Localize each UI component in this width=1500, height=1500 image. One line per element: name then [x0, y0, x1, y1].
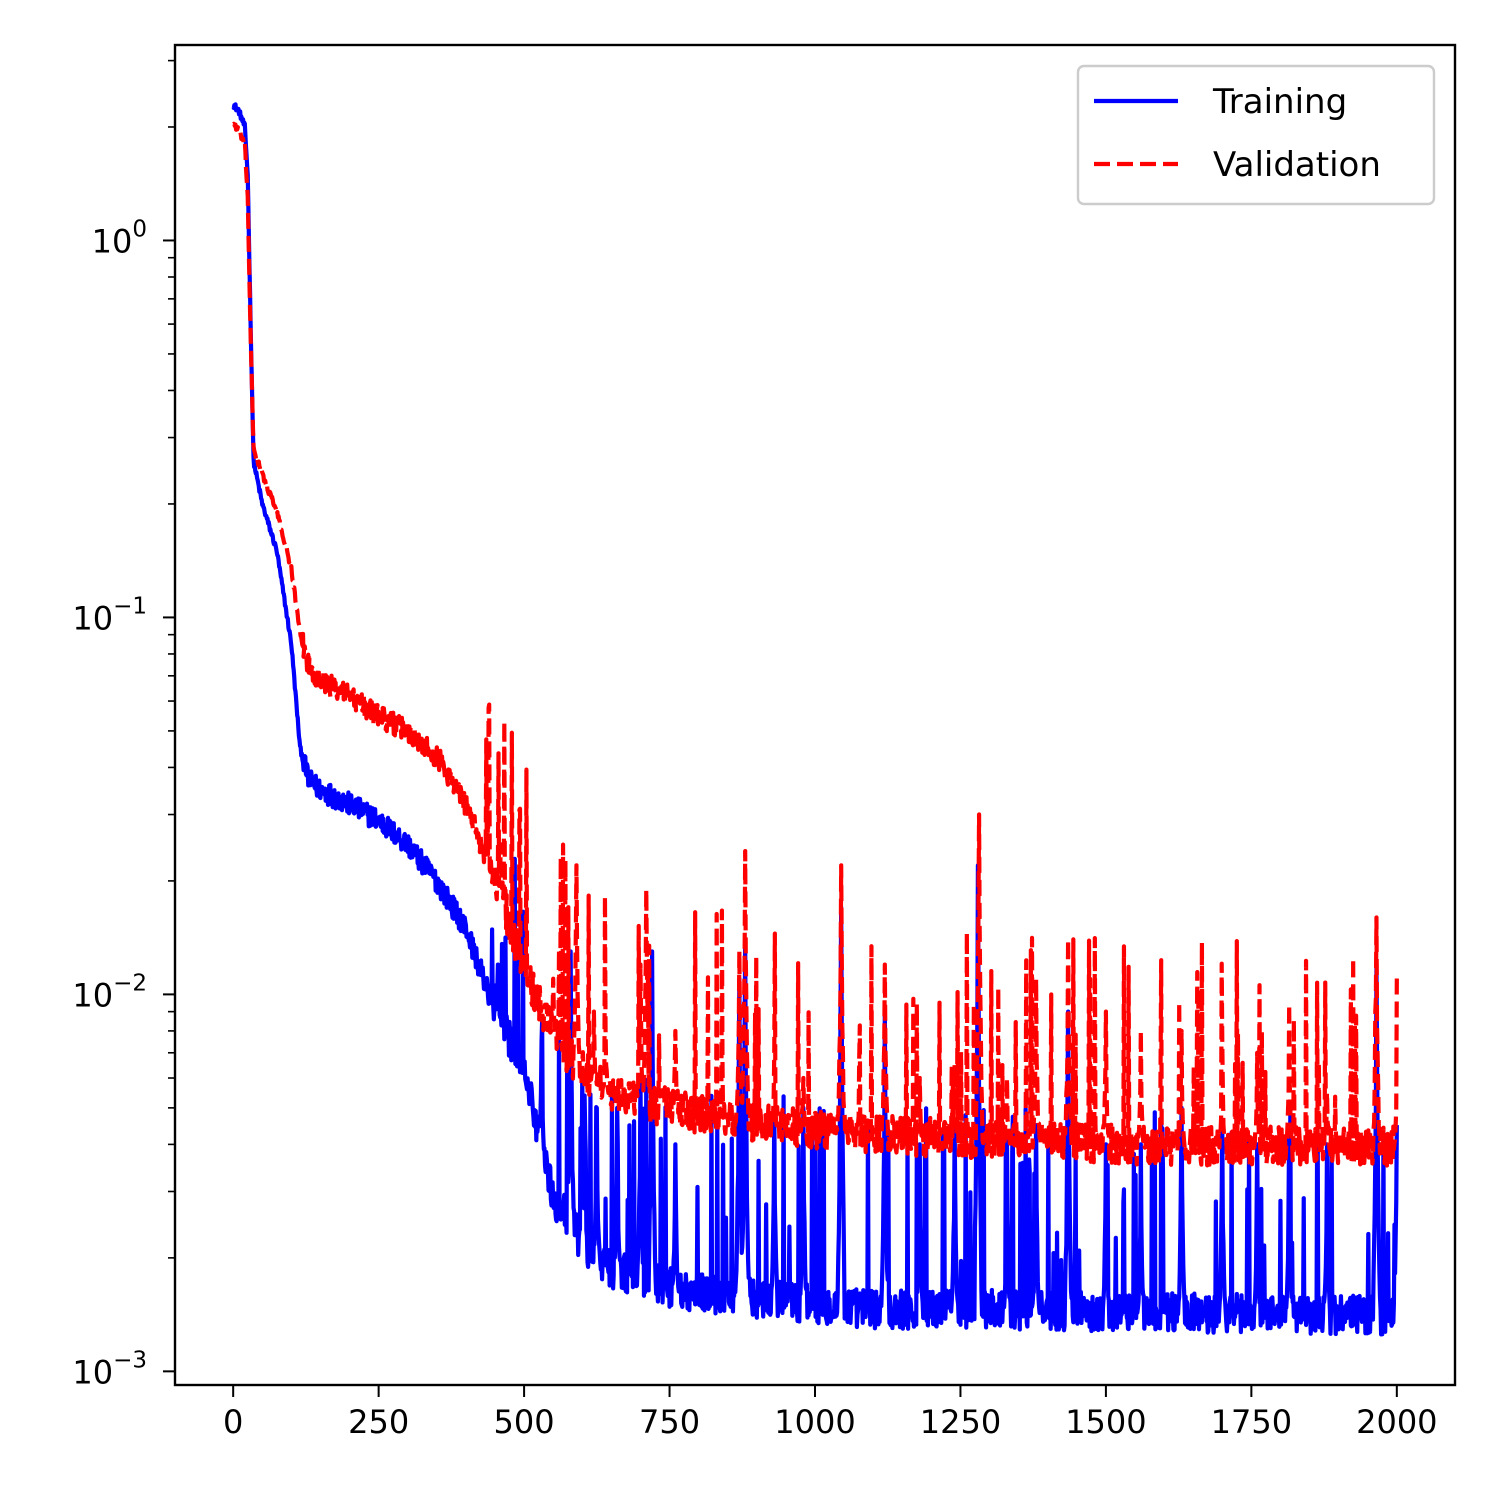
- y-tick-label: 10−3: [72, 1347, 147, 1391]
- y-tick-label: 10−1: [72, 593, 147, 637]
- y-tick-base: 10: [72, 599, 113, 637]
- legend-label-training: Training: [1212, 82, 1347, 122]
- y-tick-base: 10: [92, 222, 133, 260]
- y-tick-label: 100: [92, 216, 147, 260]
- x-tick-label: 1000: [774, 1403, 855, 1441]
- y-tick-exponent: 0: [132, 216, 147, 242]
- x-tick-label: 2000: [1356, 1403, 1437, 1441]
- x-tick-label: 1250: [920, 1403, 1001, 1441]
- legend-label-validation: Validation: [1213, 145, 1381, 185]
- x-tick-label: 500: [494, 1403, 555, 1441]
- y-tick-label: 10−2: [72, 970, 147, 1014]
- x-tick-label: 0: [223, 1403, 243, 1441]
- x-tick-label: 1750: [1211, 1403, 1292, 1441]
- y-tick-exponent: −3: [113, 1347, 147, 1373]
- legend: Training Validation: [1076, 64, 1436, 206]
- series-line-validation: [231, 121, 1399, 1168]
- x-axis: 0 250 500 750 1000 1250 1500 1750 2000: [223, 1385, 1438, 1441]
- y-tick-base: 10: [72, 976, 113, 1014]
- y-tick-exponent: −1: [113, 593, 147, 619]
- plot-area: [231, 102, 1399, 1337]
- y-tick-base: 10: [72, 1353, 113, 1391]
- x-tick-label: 1500: [1065, 1403, 1146, 1441]
- x-tick-label: 250: [348, 1403, 409, 1441]
- y-tick-exponent: −2: [113, 970, 147, 996]
- x-tick-label: 750: [639, 1403, 700, 1441]
